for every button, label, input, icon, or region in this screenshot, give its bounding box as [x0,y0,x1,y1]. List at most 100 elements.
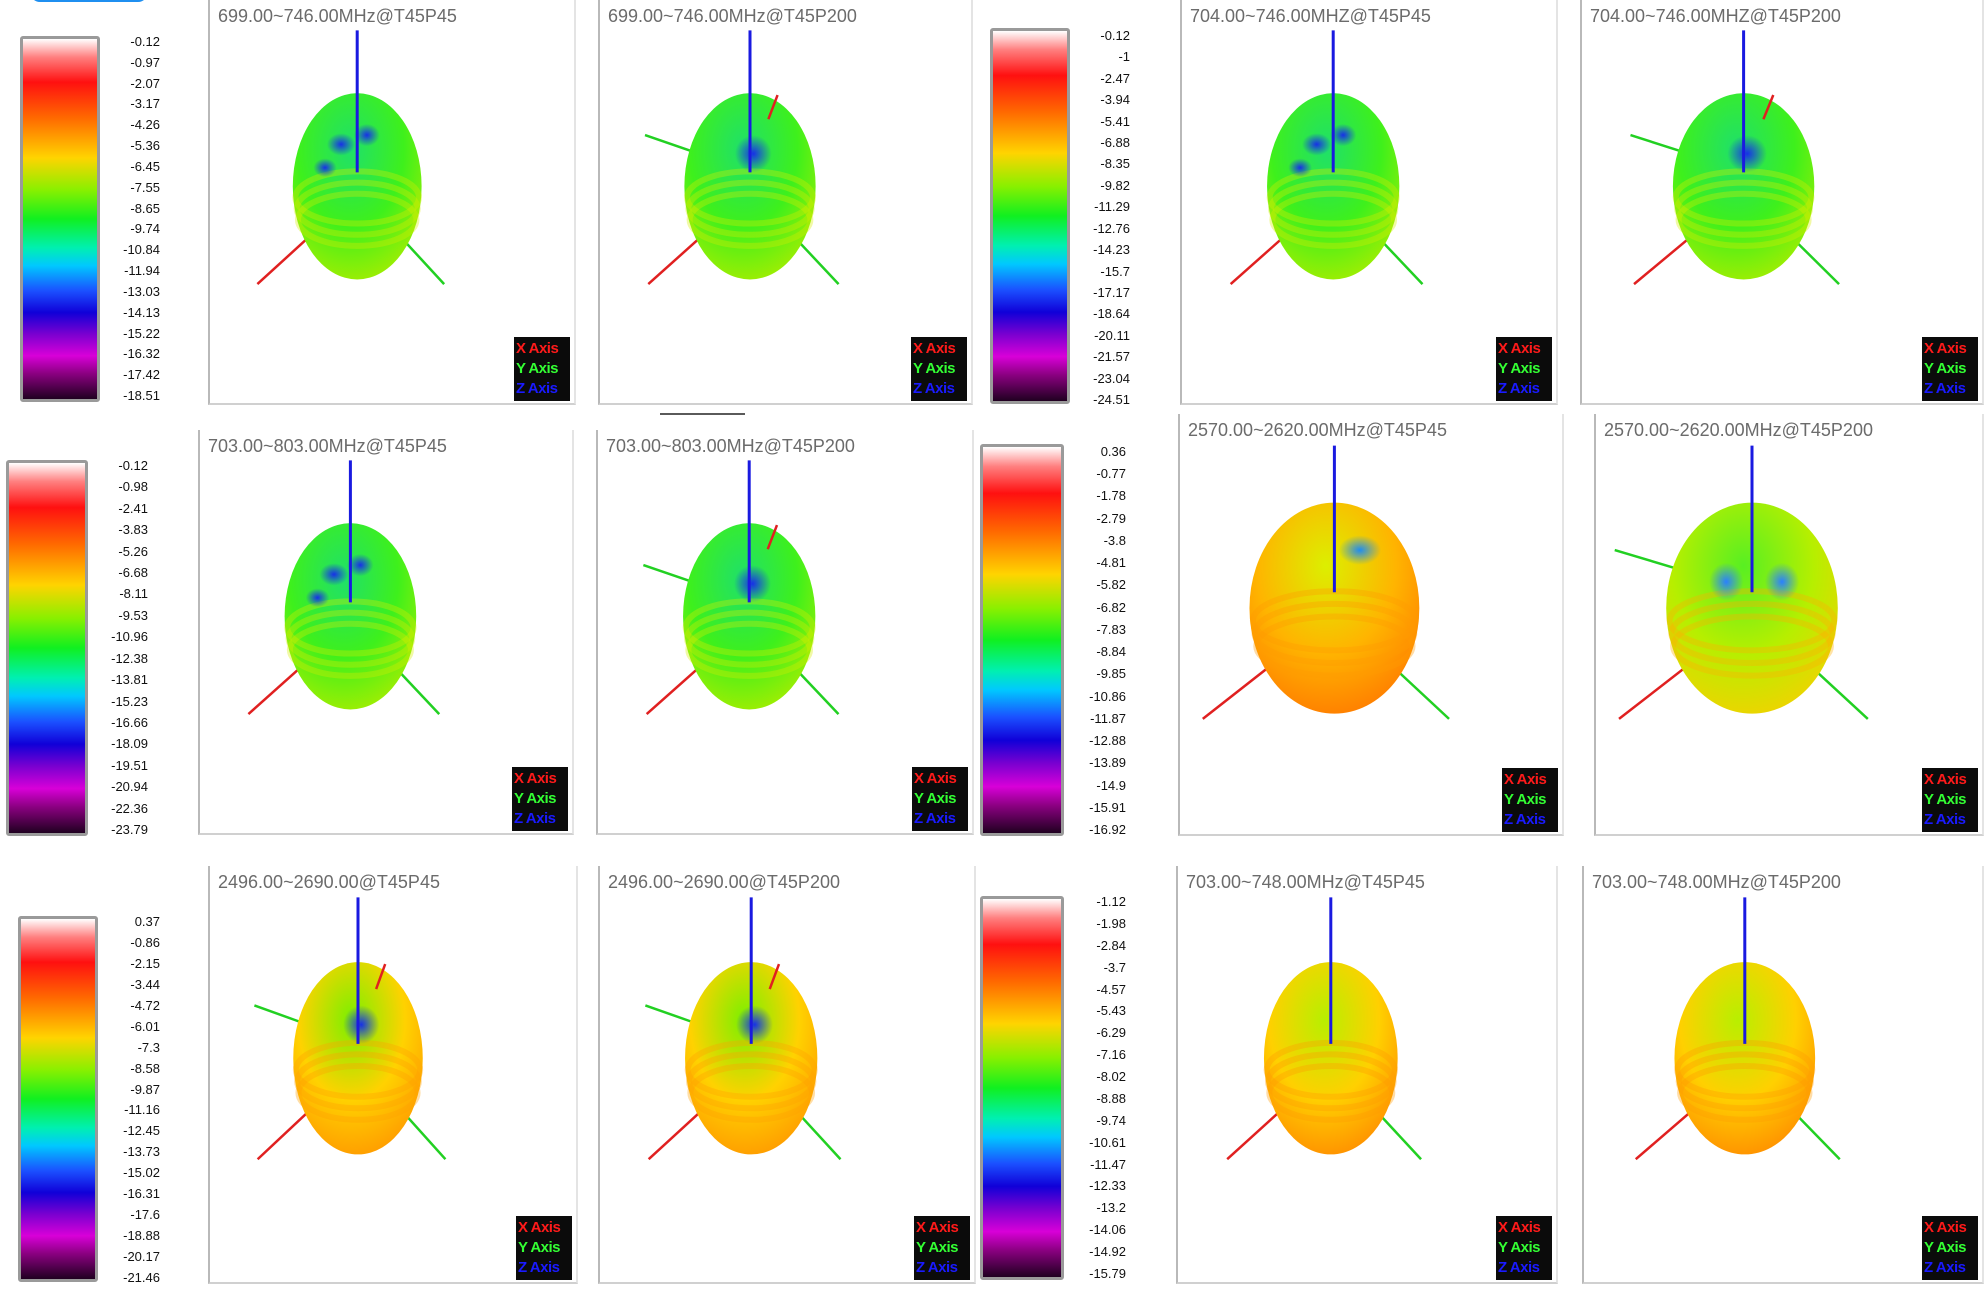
scale-tick-label: -16.66 [111,714,148,730]
scale-tick-label: -15.22 [123,325,160,341]
color-scale-bar [990,28,1070,404]
y-axis-legend-label: Y Axis [1924,1239,1967,1256]
pattern-null [343,1005,380,1044]
radiation-pattern-3d [644,897,842,1161]
pattern-null [1727,135,1767,173]
scale-tick-label: -18.64 [1093,306,1130,322]
scale-tick-label: -11.47 [1090,1156,1126,1172]
scale-tick-label: -9.53 [118,607,148,623]
y-axis-line-back [642,563,691,583]
pattern-plot-panel: 703.00~803.00MHz@T45P200 X Axis Y Axis Z Ax… [596,430,974,835]
scale-tick-label: -1.98 [1096,915,1126,931]
surface-ripple [1675,1051,1814,1112]
pattern-plot-panel: 703.00~748.00MHz@T45P200 X Axis Y Axis Z Ax… [1582,866,1984,1284]
pattern-surface [1666,502,1838,714]
scale-tick-label: -0.97 [130,54,160,70]
scale-tick-label: -10.61 [1089,1134,1126,1150]
y-axis-legend-label: Y Axis [516,360,559,377]
pattern-null [1288,158,1313,177]
plot-title: 703.00~803.00MHz@T45P200 [606,436,855,456]
scale-tick-label: -1 [1118,49,1130,65]
y-axis-line-back [1614,548,1676,570]
scale-tick-label: -2.07 [130,75,160,91]
scale-tick-label: -6.88 [1100,135,1130,151]
axis-legend: X Axis Y Axis Z Axis [1496,1216,1552,1280]
y-axis-line-back [253,1004,301,1023]
scale-tick-label: -7.55 [130,179,160,195]
scale-tick-label: -9.87 [130,1081,160,1097]
radiation-pattern-3d [642,460,840,716]
scale-tick-label: -15.79 [1089,1266,1126,1281]
plot-title: 699.00~746.00MHz@T45P200 [608,6,857,26]
scale-tick-label: -6.68 [118,565,148,581]
y-axis-legend-label: Y Axis [913,360,956,377]
scale-tick-label: -13.2 [1096,1200,1126,1216]
y-axis-legend-label: Y Axis [1924,791,1967,808]
x-axis-line-back [1762,94,1775,120]
y-axis-line-back [1630,133,1681,153]
axis-legend: X Axis Y Axis Z Axis [1502,768,1558,832]
scale-tick-label: -12.88 [1089,733,1126,749]
surface-ripple [1674,179,1814,238]
scale-tick-label: -8.84 [1096,644,1126,660]
scale-tick-label: -16.92 [1089,822,1126,837]
pattern-null [1338,535,1382,565]
color-scale: 0.37 -0.86 -2.15 -3.44 -4.72 -6.01 -7.3 -8.58 -9… [18,915,160,1292]
pattern-plot-panel: 699.00~746.00MHz@T45P200 X Axis Y Axis Z Ax… [598,0,973,405]
x-axis-line-back [374,963,387,990]
scale-tick-label: -14.23 [1093,242,1130,258]
scale-tick-label: -20.11 [1094,327,1130,343]
axis-legend: X Axis Y Axis Z Axis [514,337,570,401]
surface-ripple [1264,1051,1397,1112]
scale-tick-label: -2.79 [1096,510,1126,526]
surface-ripple [687,1062,816,1123]
scale-tick-label: -11.87 [1090,710,1126,726]
surface-ripple [285,609,416,668]
y-axis-legend-label: Y Axis [914,790,957,807]
y-axis-legend-label: Y Axis [1498,360,1541,377]
scale-tick-label: -14.9 [1096,777,1126,793]
y-axis-legend-label: Y Axis [514,790,557,807]
scale-tick-label: -13.89 [1089,755,1126,771]
scale-tick-label: -8.58 [130,1060,160,1076]
scale-tick-label: -5.41 [1100,113,1130,129]
surface-ripple [1268,179,1399,238]
pattern-null [347,553,374,577]
radiation-pattern-3d [247,460,441,716]
pattern-null [326,133,356,156]
x-axis-legend-label: X Axis [1498,340,1541,357]
surface-ripple [295,1062,421,1123]
scale-tick-label: -5.43 [1096,1003,1126,1019]
scale-tick-label: -6.29 [1096,1025,1126,1041]
scale-tick-label: -9.74 [1096,1112,1126,1128]
scale-tick-label: -21.57 [1093,349,1130,365]
radiation-pattern-3d [1202,445,1450,720]
surface-ripple [685,620,814,679]
pattern-surface [1263,962,1398,1155]
pattern-null [1709,562,1744,601]
plot-title: 703.00~803.00MHz@T45P45 [208,436,447,456]
surface-ripple [286,620,414,679]
z-axis-legend-label: Z Axis [1924,1259,1966,1276]
scale-tick-label: -3.7 [1103,959,1126,975]
color-scale-bar [20,36,100,402]
scale-tick-label: -0.12 [1100,28,1130,43]
pattern-null [319,563,349,586]
z-axis-legend-label: Z Axis [516,380,558,397]
scale-tick-label: -8.88 [1096,1090,1126,1106]
surface-ripple [1677,1062,1813,1123]
pattern-null [313,158,337,177]
scale-tick-label: -9.74 [130,221,160,237]
x-axis-line-back [767,94,779,120]
plot-title: 2496.00~2690.00@T45P45 [218,872,440,892]
scale-tick-label: -0.12 [118,458,148,473]
scale-tick-label: -17.6 [130,1207,160,1223]
x-axis-legend-label: X Axis [1498,1219,1541,1236]
scale-tick-label: -12.45 [123,1123,160,1139]
z-axis-legend-label: Z Axis [1504,811,1546,828]
y-axis-legend-label: Y Axis [1498,1239,1541,1256]
radiation-pattern-3d [1630,30,1840,286]
scale-tick-label: -9.82 [1100,177,1130,193]
radiation-pattern-3d [1634,897,1841,1161]
surface-ripple [685,179,815,238]
